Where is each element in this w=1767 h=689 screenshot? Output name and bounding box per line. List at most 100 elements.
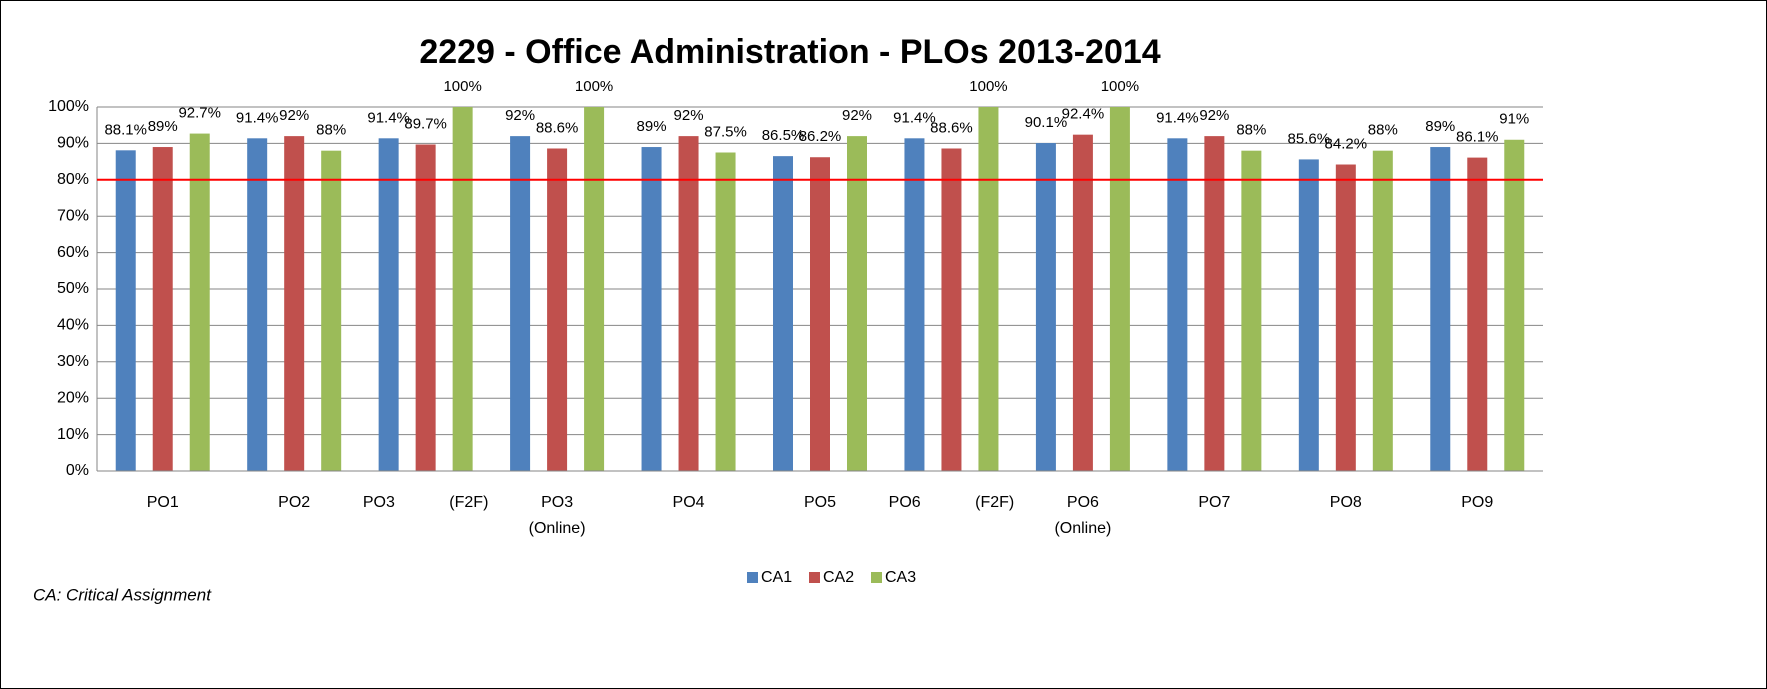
value-label: 87.5% (704, 123, 747, 140)
value-label: 89% (1425, 118, 1455, 135)
bar (715, 152, 736, 471)
value-label: 86.5% (762, 127, 805, 144)
bar (1204, 136, 1225, 471)
bar (115, 150, 136, 472)
x-tick-label: PO5 (804, 494, 836, 511)
x-tick-label: PO1 (147, 494, 179, 511)
bar (1372, 150, 1393, 471)
y-tick-label: 100% (48, 98, 89, 115)
bar (978, 107, 999, 471)
bar (1035, 143, 1056, 471)
bar (247, 138, 268, 471)
x-tick-label: PO6 (F2F) (889, 494, 1015, 511)
value-label: 88% (316, 122, 346, 139)
value-label: 100% (1101, 78, 1139, 95)
bar (1430, 147, 1451, 472)
value-label: 100% (969, 78, 1007, 95)
bar (547, 148, 568, 471)
legend-swatch (809, 572, 820, 583)
bar (847, 136, 867, 471)
x-tick-label: PO6 (Online) (1054, 494, 1111, 537)
y-tick-label: 80% (57, 171, 89, 188)
bar (189, 133, 210, 471)
value-label: 85.6% (1288, 130, 1331, 147)
x-tick-label: PO9 (1461, 494, 1493, 511)
value-label: 92% (279, 107, 309, 124)
value-label: 92.4% (1062, 106, 1105, 123)
x-tick-label: PO7 (1198, 494, 1230, 511)
bar (1298, 159, 1319, 471)
legend-swatch (871, 572, 882, 583)
bar (810, 157, 830, 471)
x-tick-label-line: (Online) (529, 520, 586, 537)
value-label: 90.1% (1025, 114, 1068, 131)
y-tick-label: 70% (57, 207, 89, 224)
value-label: 92% (505, 107, 535, 124)
value-label: 92% (674, 107, 704, 124)
legend-label: CA2 (823, 569, 854, 586)
bar (1109, 107, 1130, 471)
y-tick-label: 60% (57, 244, 89, 261)
x-tick-label-line: PO6 (1067, 494, 1099, 511)
value-label: 91.4% (367, 109, 410, 126)
y-tick-label: 0% (66, 462, 89, 479)
y-tick-label: 40% (57, 317, 89, 334)
bar (584, 107, 605, 471)
value-label: 88.6% (536, 119, 579, 136)
x-tick-label-line: (Online) (1054, 520, 1111, 537)
value-label: 84.2% (1325, 135, 1368, 152)
value-label: 92% (842, 107, 872, 124)
value-label: 89% (148, 118, 178, 135)
value-label: 91% (1499, 111, 1529, 128)
value-label: 89% (637, 118, 667, 135)
bar (452, 107, 473, 471)
y-tick-label: 20% (57, 389, 89, 406)
value-label: 88% (1368, 122, 1398, 139)
x-tick-label: PO4 (673, 494, 705, 511)
value-label: 92% (1199, 107, 1229, 124)
value-label: 89.7% (404, 115, 447, 132)
bar (1167, 138, 1188, 471)
y-tick-label: 90% (57, 135, 89, 152)
bar (1072, 134, 1093, 471)
value-label: 86.1% (1456, 129, 1499, 146)
bar (510, 136, 531, 471)
bar (773, 156, 793, 471)
bar (152, 147, 173, 472)
bar (378, 138, 399, 471)
value-label: 86.2% (799, 128, 842, 145)
bar (941, 148, 962, 471)
value-label: 88.6% (930, 119, 973, 136)
legend-swatch (747, 572, 758, 583)
bar (321, 150, 342, 471)
x-tick-label-line: PO3 (541, 494, 573, 511)
chart-title: 2229 - Office Administration - PLOs 2013… (419, 33, 1160, 71)
bar (1504, 139, 1525, 471)
footnote: CA: Critical Assignment (33, 585, 212, 604)
y-tick-label: 10% (57, 426, 89, 443)
value-label: 91.4% (1156, 109, 1199, 126)
x-tick-label: PO2 (278, 494, 310, 511)
y-tick-label: 50% (57, 280, 89, 297)
bar (415, 144, 436, 471)
bar (1467, 157, 1488, 471)
bar (284, 136, 305, 471)
x-tick-label: PO3 (Online) (529, 494, 586, 537)
value-label: 91.4% (893, 109, 936, 126)
x-tick-label: PO8 (1330, 494, 1362, 511)
value-label: 92.7% (178, 105, 221, 122)
bar (1241, 150, 1262, 471)
legend-label: CA1 (761, 569, 792, 586)
value-label: 88% (1236, 122, 1266, 139)
legend-label: CA3 (885, 569, 916, 586)
bar (678, 136, 699, 471)
y-tick-label: 30% (57, 353, 89, 370)
bar (904, 138, 925, 471)
bar (1335, 164, 1356, 471)
bar (641, 147, 662, 472)
x-tick-label: PO3 (F2F) (363, 494, 489, 511)
value-label: 100% (575, 78, 613, 95)
value-label: 100% (443, 78, 481, 95)
value-label: 88.1% (104, 121, 147, 138)
